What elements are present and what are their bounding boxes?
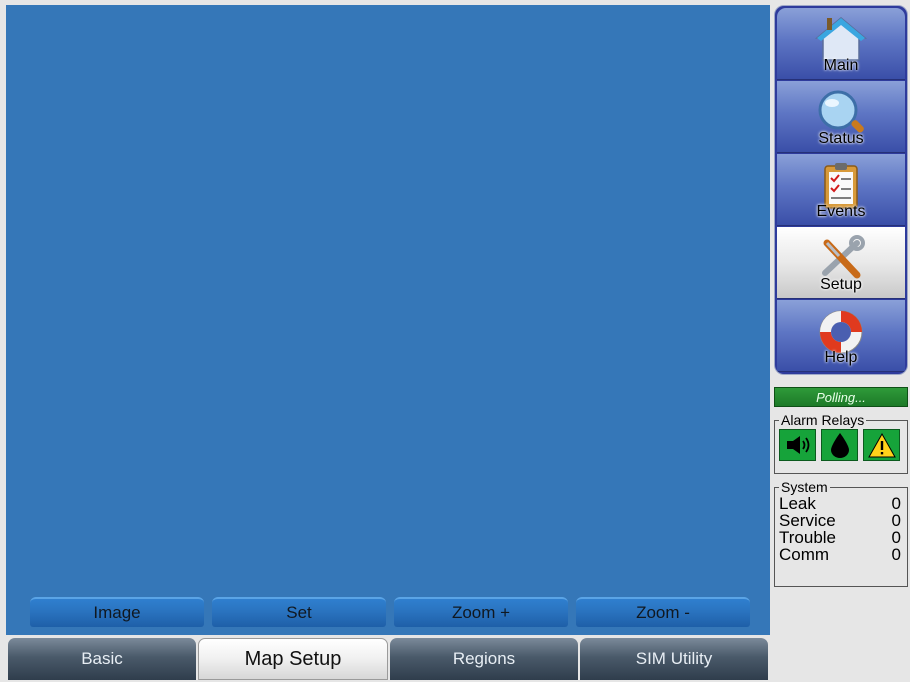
set-button[interactable]: Set [212,597,386,627]
system-service-label: Service [779,511,836,530]
nav-setup-button[interactable]: Setup [777,227,905,299]
alarm-relays-title: Alarm Relays [781,412,865,428]
tab-bar: Basic Map Setup Regions SIM Utility [8,638,768,680]
system-row-leak: Leak 0 [779,495,903,512]
map-toolbar: Image Set Zoom + Zoom - [30,597,750,629]
nav-status-label: Status [818,130,864,147]
relay-leak[interactable] [821,429,858,461]
system-service-value: 0 [891,511,901,530]
lifebuoy-icon [819,310,863,354]
relay-horn[interactable] [779,429,816,461]
droplet-icon [830,433,849,458]
tab-regions[interactable]: Regions [390,638,578,680]
tab-basic[interactable]: Basic [8,638,196,680]
nav-help-label: Help [824,349,858,366]
relay-warning[interactable] [863,429,900,461]
polling-indicator: Polling... [774,387,908,407]
speaker-icon [786,436,809,454]
sidebar: Main Status [774,5,908,587]
tools-icon [822,235,865,279]
nav-main-label: Main [823,57,859,74]
nav-help-button[interactable]: Help [777,300,905,372]
system-trouble-label: Trouble [779,528,837,547]
nav-main-button[interactable]: Main [777,8,905,80]
nav-status-button[interactable]: Status [777,81,905,153]
clipboard-icon [824,163,858,209]
system-row-comm: Comm 0 [779,546,903,563]
nav-setup-label: Setup [820,276,862,293]
zoom-out-button[interactable]: Zoom - [576,597,750,627]
nav-panel: Main Status [774,5,908,375]
image-button[interactable]: Image [30,597,204,627]
tab-sim-utility[interactable]: SIM Utility [580,638,768,680]
system-row-trouble: Trouble 0 [779,529,903,546]
zoom-in-button[interactable]: Zoom + [394,597,568,627]
system-comm-label: Comm [779,545,830,564]
system-title: System [781,479,828,495]
nav-events-label: Events [816,203,866,220]
system-comm-value: 0 [891,545,901,564]
map-canvas[interactable] [6,5,770,635]
system-group: System Leak 0 Service 0 Trouble 0 Comm 0 [774,479,908,587]
system-row-service: Service 0 [779,512,903,529]
system-leak-label: Leak [779,494,816,513]
house-icon [814,17,868,61]
alarm-relays-group: Alarm Relays [774,412,908,474]
system-trouble-value: 0 [891,528,901,547]
tab-map-setup[interactable]: Map Setup [198,638,388,680]
nav-events-button[interactable]: Events [777,154,905,226]
system-leak-value: 0 [891,494,901,513]
warning-icon [867,432,896,457]
magnifier-icon [818,90,864,133]
